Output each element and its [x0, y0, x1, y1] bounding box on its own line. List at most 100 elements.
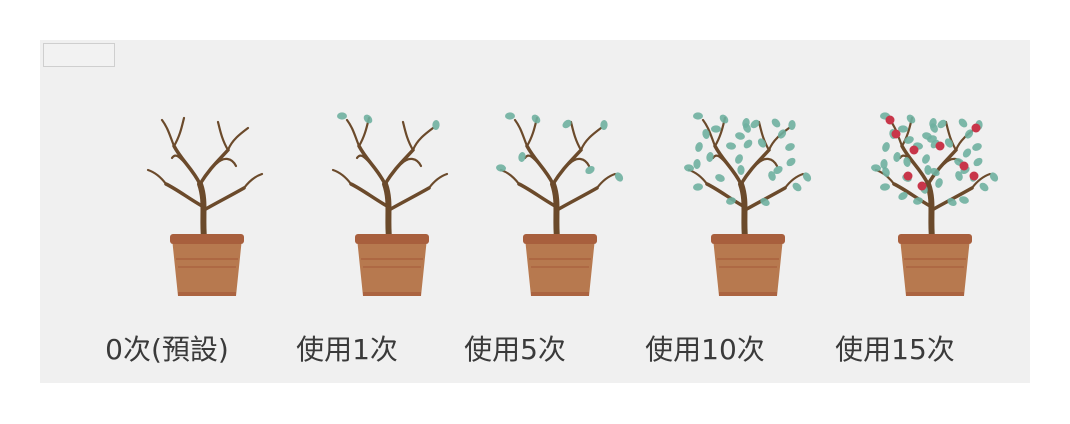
stage-label: 使用15次	[835, 333, 955, 366]
plant-stage-3	[673, 106, 823, 306]
leaf	[771, 118, 781, 128]
branch	[216, 120, 230, 152]
flower	[917, 181, 927, 191]
leaf	[924, 165, 932, 175]
pot-rim	[898, 234, 972, 244]
leaf	[693, 159, 701, 169]
branch	[926, 148, 958, 186]
pot-stripe	[717, 258, 779, 260]
leaf	[973, 157, 983, 167]
pot-stripe	[906, 266, 964, 268]
leaf	[684, 164, 694, 172]
pot-base	[178, 292, 236, 296]
branch	[705, 182, 745, 208]
leaf	[964, 129, 974, 139]
leaf	[518, 152, 526, 162]
bonsai-image	[146, 116, 264, 296]
branch	[160, 118, 176, 148]
branch	[767, 126, 791, 152]
leaf	[927, 135, 937, 143]
branch	[146, 168, 168, 186]
leaf	[937, 119, 947, 129]
plant-stage-1	[317, 106, 467, 306]
plant-stage-2	[485, 106, 635, 306]
flower	[935, 141, 945, 151]
leaf	[979, 182, 989, 192]
plant-stage-4	[860, 106, 1010, 306]
leaf	[719, 114, 729, 124]
leaf	[959, 196, 969, 204]
branch	[355, 154, 375, 168]
branch	[242, 172, 264, 190]
branch	[567, 157, 591, 168]
branch	[214, 157, 238, 168]
leaf	[898, 192, 908, 200]
stage-label: 使用5次	[464, 333, 566, 366]
leaf	[777, 129, 787, 139]
branch	[226, 126, 250, 152]
pot-stripe	[529, 258, 591, 260]
leaf	[944, 138, 954, 148]
leaf	[432, 120, 440, 130]
leaf	[702, 129, 710, 139]
branch	[411, 126, 435, 152]
leaf	[913, 197, 923, 205]
leaf	[898, 125, 908, 133]
bonsai-image	[331, 112, 449, 296]
branch	[755, 157, 779, 168]
leaf	[880, 183, 890, 191]
empty-tab-box[interactable]	[43, 43, 115, 67]
pot-stripe	[531, 266, 589, 268]
pot-base	[363, 292, 421, 296]
branch	[970, 172, 992, 190]
pot-rim	[711, 234, 785, 244]
pot-stripe	[719, 266, 777, 268]
flower	[885, 115, 895, 125]
leaf	[585, 165, 595, 175]
leaf	[958, 118, 968, 128]
pot-stripe	[363, 266, 421, 268]
leaf	[906, 114, 916, 124]
leaf	[962, 148, 972, 158]
pot-stripe	[361, 258, 423, 260]
leaf	[955, 171, 963, 181]
pot-base	[719, 292, 777, 296]
leaf	[735, 154, 743, 164]
leaf	[600, 120, 608, 130]
pot-rim	[170, 234, 244, 244]
leaf	[562, 119, 572, 129]
pot-rim	[523, 234, 597, 244]
leaf	[871, 164, 881, 172]
leaf	[505, 112, 515, 120]
leaf	[760, 197, 770, 207]
leaf	[757, 138, 767, 148]
branch	[892, 182, 932, 208]
leaf	[742, 118, 750, 128]
branch	[569, 120, 583, 152]
branch	[579, 126, 603, 152]
branch	[739, 148, 771, 186]
branch	[499, 168, 521, 186]
flower	[971, 123, 981, 133]
branch	[401, 120, 415, 152]
branch	[944, 120, 958, 152]
leaf	[715, 174, 725, 182]
pot-rim	[355, 234, 429, 244]
pot-stripe	[178, 266, 236, 268]
bonsai-image	[871, 112, 999, 296]
leaf	[788, 120, 796, 130]
branch	[427, 172, 449, 190]
leaf	[695, 142, 703, 152]
leaf	[989, 172, 999, 182]
branch	[198, 148, 230, 186]
leaf	[693, 183, 703, 191]
leaf	[922, 154, 930, 164]
branch	[172, 116, 186, 148]
stage-label: 使用1次	[296, 333, 398, 366]
growth-stages-panel: 0次(預設) 使用1次 使用5次 使用10次 使用15次	[40, 40, 1030, 383]
branch	[164, 182, 204, 208]
plant-stage-0	[132, 106, 282, 306]
stage-label: 使用10次	[645, 333, 765, 366]
leaf	[930, 167, 940, 177]
branch	[345, 118, 361, 148]
